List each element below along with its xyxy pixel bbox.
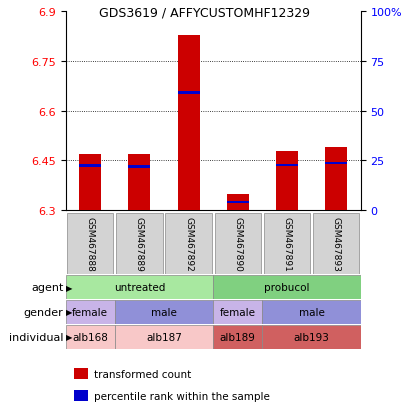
Bar <box>213 300 262 324</box>
Text: gender: gender <box>24 307 63 317</box>
Bar <box>65 275 213 299</box>
Bar <box>65 325 115 349</box>
Text: untreated: untreated <box>113 282 165 292</box>
Text: GSM467891: GSM467891 <box>282 217 291 271</box>
Bar <box>65 300 115 324</box>
Text: ▶: ▶ <box>66 308 73 317</box>
Text: agent: agent <box>31 282 63 292</box>
Bar <box>262 325 360 349</box>
Bar <box>116 214 162 275</box>
Text: GSM467890: GSM467890 <box>233 217 242 271</box>
Text: ▶: ▶ <box>66 332 73 342</box>
Bar <box>79 154 101 211</box>
Text: alb193: alb193 <box>293 332 329 342</box>
Text: percentile rank within the sample: percentile rank within the sample <box>94 391 270 401</box>
Bar <box>177 36 199 211</box>
Bar <box>67 214 113 275</box>
Text: alb189: alb189 <box>219 332 255 342</box>
Bar <box>115 300 213 324</box>
Text: GSM467893: GSM467893 <box>331 217 340 271</box>
Text: male: male <box>151 307 177 317</box>
Text: individual: individual <box>9 332 63 342</box>
Bar <box>263 214 309 275</box>
Text: GSM467889: GSM467889 <box>135 217 144 271</box>
Text: GSM467892: GSM467892 <box>184 217 193 271</box>
Text: male: male <box>298 307 324 317</box>
Bar <box>165 214 211 275</box>
Bar <box>115 325 213 349</box>
Bar <box>177 92 199 95</box>
Bar <box>312 214 358 275</box>
Bar <box>275 151 297 211</box>
Bar <box>128 154 150 211</box>
Bar <box>324 163 346 165</box>
Text: GSM467888: GSM467888 <box>85 217 94 271</box>
Bar <box>214 214 260 275</box>
Bar <box>226 194 248 211</box>
Bar <box>128 166 150 168</box>
Text: GDS3619 / AFFYCUSTOMHF12329: GDS3619 / AFFYCUSTOMHF12329 <box>99 6 310 19</box>
Text: female: female <box>72 307 108 317</box>
Text: probucol: probucol <box>264 282 309 292</box>
Text: ▶: ▶ <box>66 283 73 292</box>
Text: alb168: alb168 <box>72 332 108 342</box>
Bar <box>79 165 101 167</box>
Text: alb187: alb187 <box>146 332 182 342</box>
Bar <box>226 201 248 204</box>
Text: transformed count: transformed count <box>94 369 191 379</box>
Bar <box>213 325 262 349</box>
Bar <box>262 300 360 324</box>
Bar <box>213 275 360 299</box>
Bar <box>275 164 297 166</box>
Bar <box>324 148 346 211</box>
Text: female: female <box>219 307 255 317</box>
